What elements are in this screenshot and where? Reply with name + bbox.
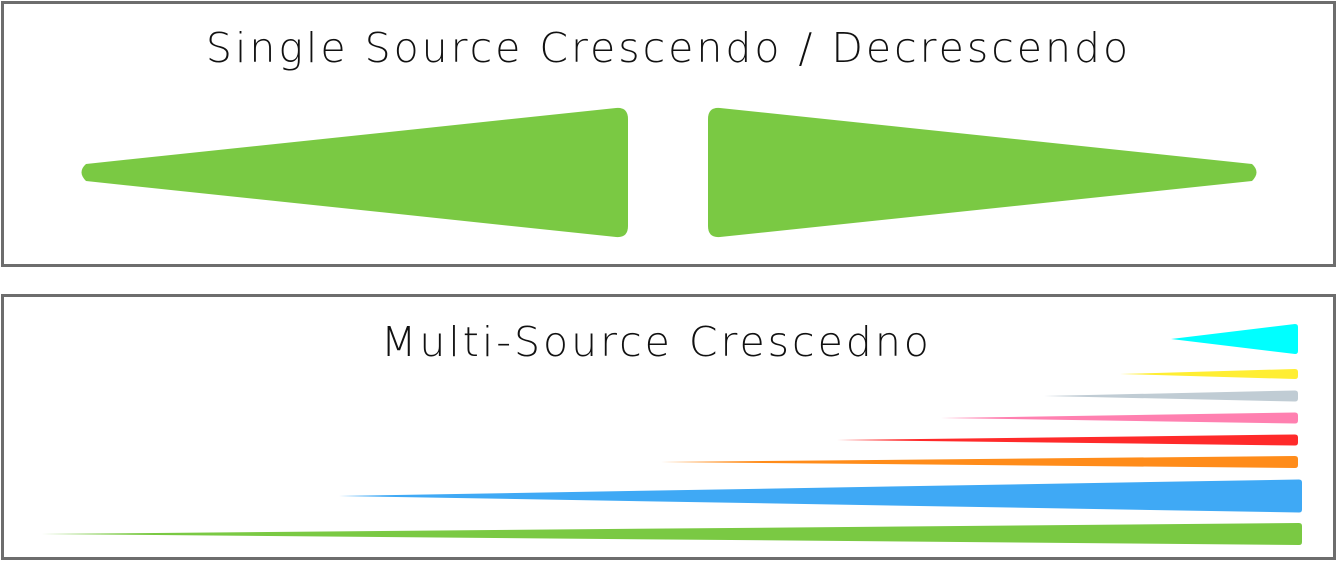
multi-source-title: Multi-Source Crescedno [381,318,932,366]
crescendo-wedge-8 [42,523,1302,545]
single-source-title: Single Source Crescendo / Decrescendo [205,24,1132,72]
single-source-panel: Single Source Crescendo / Decrescendo [1,1,1336,267]
crescendo-wedge [81,107,628,238]
crescendo-wedge-3 [1044,390,1298,402]
decrescendo-wedge [708,107,1257,238]
crescendo-wedge-4 [941,412,1298,424]
crescendo-wedge-6 [661,456,1298,468]
single-source-figure [81,107,1257,238]
crescendo-wedge-7 [339,479,1302,513]
crescendo-wedge-2 [1120,369,1298,379]
multi-source-figure [42,324,1302,545]
multi-source-panel: Multi-Source Crescedno [1,294,1336,560]
crescendo-wedge-5 [837,434,1298,446]
crescendo-wedge-1 [1171,324,1298,354]
